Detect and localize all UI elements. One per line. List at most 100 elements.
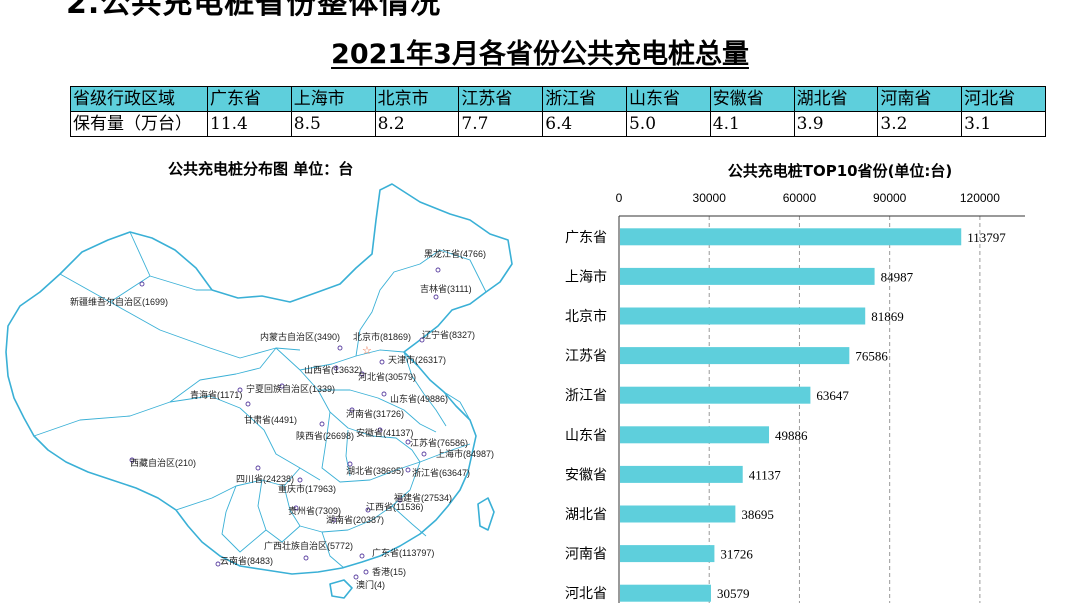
map-marker (129, 457, 135, 463)
map-marker (333, 365, 339, 371)
summary-province-cell: 江苏省 (458, 86, 544, 112)
map-marker (377, 427, 383, 433)
data-label: 30579 (717, 586, 750, 601)
map-label: 宁夏回族自治区(1339) (246, 383, 335, 394)
bar (620, 386, 811, 404)
map-marker (255, 465, 261, 471)
map-outline (5, 183, 513, 575)
map-label: 辽宁省(8327) (422, 329, 475, 340)
map-label: 澳门(4) (356, 579, 385, 590)
category-label: 广东省 (565, 230, 607, 246)
map-label: 新疆维吾尔自治区(1699) (70, 296, 168, 307)
map-marker (349, 407, 355, 413)
map-label: 西藏自治区(210) (130, 457, 196, 468)
map-label: 山西省(13632) (304, 364, 362, 375)
map-border (109, 301, 301, 359)
data-label: 113797 (967, 230, 1006, 245)
map-marker (365, 507, 371, 513)
data-label: 49886 (775, 428, 808, 443)
summary-value-cell: 3.1 (961, 111, 1046, 137)
bar (620, 545, 715, 563)
summary-value-cell: 8.2 (374, 111, 460, 137)
map-marker (359, 371, 365, 377)
data-label: 84987 (881, 269, 914, 284)
map-border (318, 389, 437, 433)
map-border (321, 531, 345, 569)
summary-province-cell: 湖北省 (793, 86, 879, 112)
map-marker (245, 401, 251, 407)
china-map: ☆ 黑龙江省(4766) 吉林省(3111) 新疆维吾尔自治区(1699) 内蒙… (5, 183, 513, 599)
category-label: 河南省 (565, 547, 607, 563)
summary-value-cell: 5.0 (625, 111, 711, 137)
map-label: 云南省(8483) (220, 555, 273, 566)
map-border (221, 485, 267, 553)
map-label: 广西壮族自治区(5772) (264, 540, 353, 551)
page-title-text: 2021年3月各省份公共充电桩总量 (331, 39, 749, 70)
x-tick-label: 60000 (783, 191, 817, 205)
map-label: 内蒙古自治区(3490) (260, 331, 340, 342)
map-label: 江西省(11536) (366, 501, 423, 512)
map-border (169, 347, 277, 403)
map-border (33, 395, 241, 437)
map-label: 香港(15) (372, 566, 406, 577)
summary-province-cell: 河南省 (877, 86, 963, 112)
map-marker (297, 477, 303, 483)
summary-value-cell: 8.5 (290, 111, 376, 137)
map-label: 贵州省(7309) (288, 505, 341, 516)
category-label: 山东省 (565, 428, 607, 444)
map-marker (419, 337, 425, 343)
bar (620, 307, 866, 325)
map-marker (379, 359, 385, 365)
map-island-hainan (329, 579, 353, 599)
map-label: 广东省(113797) (372, 547, 434, 558)
bar (620, 426, 770, 444)
map-label: 陕西省(26698) (296, 430, 354, 441)
map-border (321, 411, 471, 483)
chart-title: 公共充电桩TOP10省份(单位:台) (728, 162, 953, 180)
map-marker (405, 439, 411, 445)
map-border (129, 231, 212, 291)
summary-province-cell: 北京市 (374, 86, 460, 112)
summary-value-row-label: 保有量（万台） (70, 111, 208, 137)
map-marker (435, 267, 441, 273)
map-label: 福建省(27534) (394, 492, 452, 503)
map-marker (421, 451, 427, 457)
map-label: 甘肃省(4491) (244, 414, 297, 425)
summary-value-cell: 4.1 (709, 111, 795, 137)
map-label: 湖南省(20387) (326, 514, 384, 525)
bar (620, 465, 743, 483)
data-label: 38695 (741, 507, 774, 522)
map-marker (381, 391, 387, 397)
summary-table: 省级行政区域 广东省 上海市 北京市 江苏省 浙江省 山东省 安徽省 湖北省 河… (70, 86, 1046, 137)
map-marker (397, 497, 403, 503)
bar (620, 347, 850, 365)
section-heading: 2.公共充电桩省份整体情况 (66, 0, 442, 21)
x-tick-label: 30000 (693, 191, 727, 205)
summary-value-row: 保有量（万台） 11.4 8.5 8.2 7.7 6.4 5.0 4.1 3.9… (70, 111, 1046, 137)
summary-province-cell: 河北省 (961, 86, 1046, 112)
map-border (371, 435, 421, 463)
map-label: 河南省(31726) (346, 408, 404, 419)
summary-province-cell: 安徽省 (709, 86, 795, 112)
summary-province-cell: 浙江省 (542, 86, 627, 112)
map-marker (237, 387, 243, 393)
bar (620, 228, 962, 246)
map-label: 浙江省(63647) (412, 467, 470, 478)
map-label: 安徽省(41137) (356, 427, 413, 438)
capital-star-icon: ☆ (362, 344, 372, 357)
top10-bar-chart: 公共充电桩TOP10省份(单位:台) 0 30000 60000 90000 120000… (565, 162, 1025, 603)
summary-value-cell: 3.9 (793, 111, 879, 137)
bar (620, 505, 736, 523)
map-marker (279, 383, 285, 389)
category-label: 河北省 (565, 586, 607, 602)
summary-value-cell: 7.7 (458, 111, 544, 137)
map-marker (139, 281, 145, 287)
map-title: 公共充电桩分布图 单位：台 (168, 160, 354, 178)
bar (620, 267, 875, 285)
bar (620, 584, 711, 602)
map-label: 河北省(30579) (358, 371, 416, 382)
data-label: 63647 (816, 388, 849, 403)
summary-row-header-label: 省级行政区域 (70, 86, 208, 112)
map-label: 山东省(49886) (390, 393, 448, 404)
map-marker (363, 569, 369, 575)
